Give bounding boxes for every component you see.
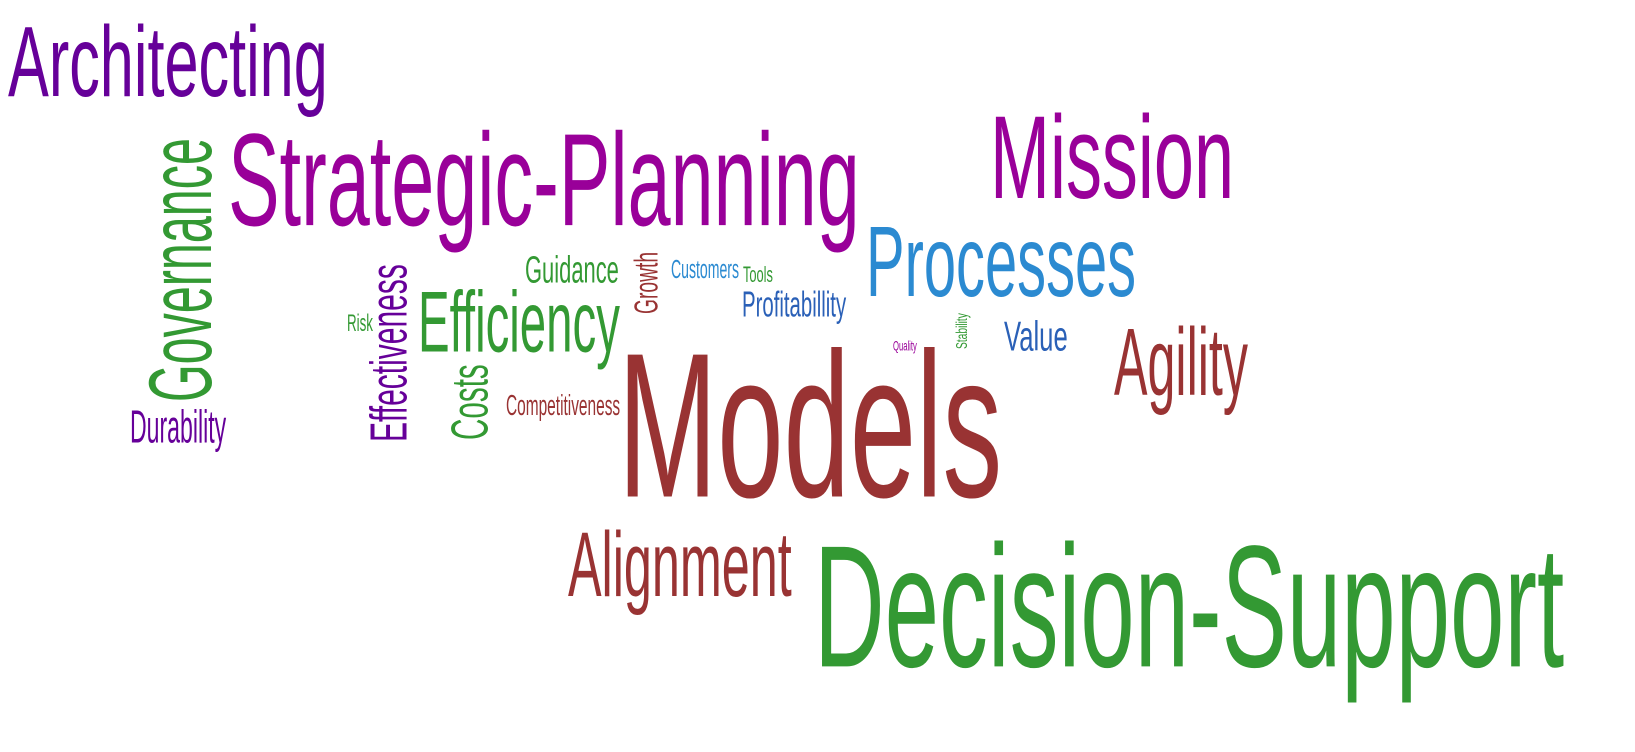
word-models: Models bbox=[618, 309, 1003, 541]
word-tools: Tools bbox=[743, 262, 773, 287]
word-costs: Costs bbox=[441, 364, 499, 440]
word-customers: Customers bbox=[671, 254, 739, 284]
word-guidance: Guidance bbox=[525, 249, 619, 291]
word-value: Value bbox=[1004, 313, 1068, 360]
word-governance: Governance bbox=[130, 138, 231, 402]
word-strategic-planning: Strategic-Planning bbox=[228, 107, 860, 254]
word-agility: Agility bbox=[1114, 309, 1248, 416]
word-profitabillity: Profitabillity bbox=[742, 285, 847, 325]
word-durability: Durability bbox=[130, 401, 227, 453]
word-decision-support: Decision-Support bbox=[814, 509, 1565, 704]
word-risk: Risk bbox=[347, 310, 373, 337]
word-growth: Growth bbox=[627, 251, 665, 314]
word-competitiveness: Competitiveness bbox=[506, 390, 621, 422]
word-mission: Mission bbox=[990, 92, 1234, 224]
word-effectiveness: Effectiveness bbox=[360, 264, 418, 442]
word-efficiency: Efficiency bbox=[418, 274, 620, 371]
word-architecting: Architecting bbox=[8, 6, 328, 118]
word-quality: Quality bbox=[893, 339, 917, 354]
word-processes: Processes bbox=[866, 206, 1137, 318]
word-alignment: Alignment bbox=[568, 514, 792, 616]
